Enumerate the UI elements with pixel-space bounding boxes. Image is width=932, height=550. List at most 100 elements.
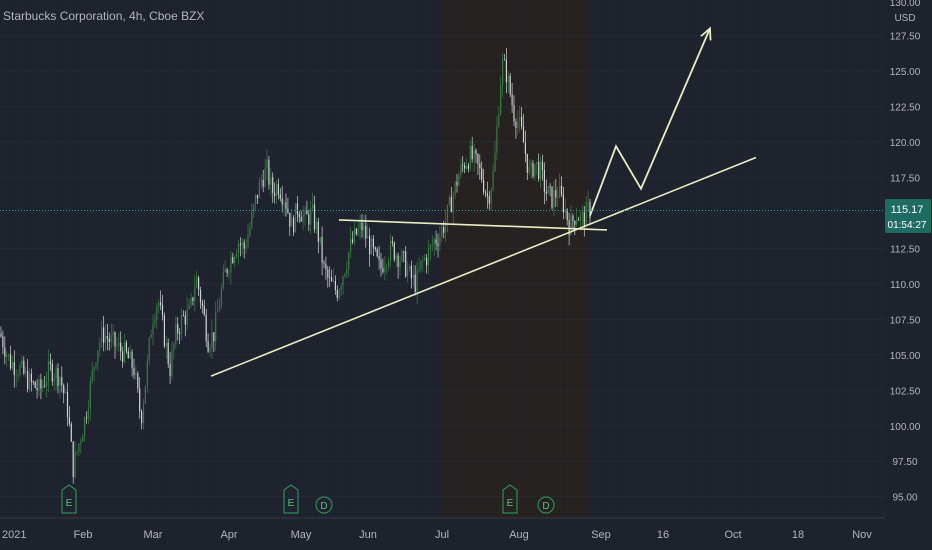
candle-body <box>4 347 6 357</box>
candle-body <box>268 159 270 185</box>
candle-body <box>367 235 369 239</box>
candle-body <box>498 114 500 127</box>
candle-body <box>127 351 129 359</box>
candle-body <box>59 377 61 386</box>
price-tick-label: 122.50 <box>890 102 921 113</box>
candle-body <box>562 194 564 213</box>
highlighted-period <box>442 0 590 518</box>
candle-body <box>475 149 477 154</box>
candle-body <box>125 342 127 352</box>
candle-body <box>213 332 215 342</box>
candle-body <box>578 219 580 221</box>
candle-body <box>8 354 10 356</box>
candle-body <box>336 290 338 298</box>
projection-arrowhead <box>700 26 712 41</box>
candle-body <box>418 269 420 271</box>
candle-body <box>403 251 405 253</box>
candle-body <box>40 379 42 389</box>
candle-body <box>426 257 428 266</box>
earnings-event-icon[interactable]: E <box>283 484 299 514</box>
candle-body <box>17 374 19 376</box>
candle-body <box>502 59 504 86</box>
candle-body <box>87 409 89 419</box>
candle-body <box>160 302 162 306</box>
candle-body <box>521 116 523 127</box>
candle-body <box>351 239 354 243</box>
projection-path <box>589 28 711 217</box>
price-tick-label: 95.00 <box>892 493 917 504</box>
candle-body <box>93 367 95 371</box>
candle-body <box>541 161 544 170</box>
candle-body <box>477 153 479 164</box>
neckline <box>338 219 608 231</box>
candle-body <box>357 228 359 235</box>
candle-body <box>139 388 141 412</box>
candle-body <box>156 305 158 320</box>
candle-body <box>258 181 260 199</box>
candle-body <box>365 225 367 239</box>
candle-body <box>85 417 88 419</box>
candle-body <box>154 319 156 325</box>
candle-body <box>66 391 69 418</box>
candle-body <box>97 350 99 363</box>
candle-body <box>456 181 458 186</box>
candle-body <box>494 152 496 172</box>
candle-body <box>484 192 487 194</box>
dividend-event-icon[interactable]: D <box>315 496 333 514</box>
candle-body <box>142 403 145 424</box>
candle-body <box>74 451 76 477</box>
candle-body <box>220 288 222 306</box>
candle-body <box>44 385 46 387</box>
dividend-event-icon[interactable]: D <box>537 496 555 514</box>
candle-body <box>207 341 209 352</box>
candle-body <box>80 441 82 444</box>
candle-body <box>272 177 274 193</box>
candle-body <box>505 59 507 83</box>
candle-body <box>332 280 335 282</box>
earnings-event-icon[interactable]: E <box>61 484 77 514</box>
candle-body <box>133 368 135 376</box>
candle-body <box>215 312 217 342</box>
candle-body <box>401 251 403 262</box>
candle-body <box>188 304 190 309</box>
time-axis[interactable]: 2021 Feb Mar Apr May Jun Jul Aug Sep 16 Oct 18 Nov <box>0 517 932 550</box>
candle-body <box>500 85 502 115</box>
candle-body <box>555 190 557 198</box>
candle-body <box>350 239 352 253</box>
candle-body <box>391 241 393 243</box>
candle-body <box>53 378 55 382</box>
candle-body <box>82 436 84 442</box>
candle-body <box>78 443 80 452</box>
time-tick-label: 18 <box>792 529 804 541</box>
candle-body <box>9 354 12 369</box>
candle-body <box>245 246 247 249</box>
symbol-title[interactable]: Starbucks Corporation, 4h, Cboe BZX <box>3 9 205 23</box>
candle-body <box>32 381 34 383</box>
candle-body <box>509 75 511 95</box>
price-tick-label: 107.50 <box>890 315 921 326</box>
candle-body <box>211 332 213 348</box>
candle-body <box>388 261 390 266</box>
earnings-event-icon[interactable]: E <box>502 484 518 514</box>
candle-body <box>321 236 323 263</box>
candle-body <box>437 243 439 246</box>
trend-drawings[interactable] <box>210 26 757 377</box>
candle-body <box>511 94 513 106</box>
candle-body <box>410 266 412 279</box>
candle-body <box>492 171 494 190</box>
candle-body <box>51 363 53 382</box>
candle-body <box>528 167 530 173</box>
candle-body <box>291 217 293 227</box>
candle-body <box>182 314 184 316</box>
candle-body <box>217 310 219 313</box>
candle-body <box>585 202 587 226</box>
candle-body <box>135 373 137 376</box>
candle-body <box>101 327 103 343</box>
price-axis[interactable]: USD 127.50125.00122.50120.00117.50115.00… <box>885 0 932 518</box>
candle-body <box>198 277 200 290</box>
candle-body <box>317 221 319 242</box>
time-tick-label: 2021 <box>2 529 26 541</box>
